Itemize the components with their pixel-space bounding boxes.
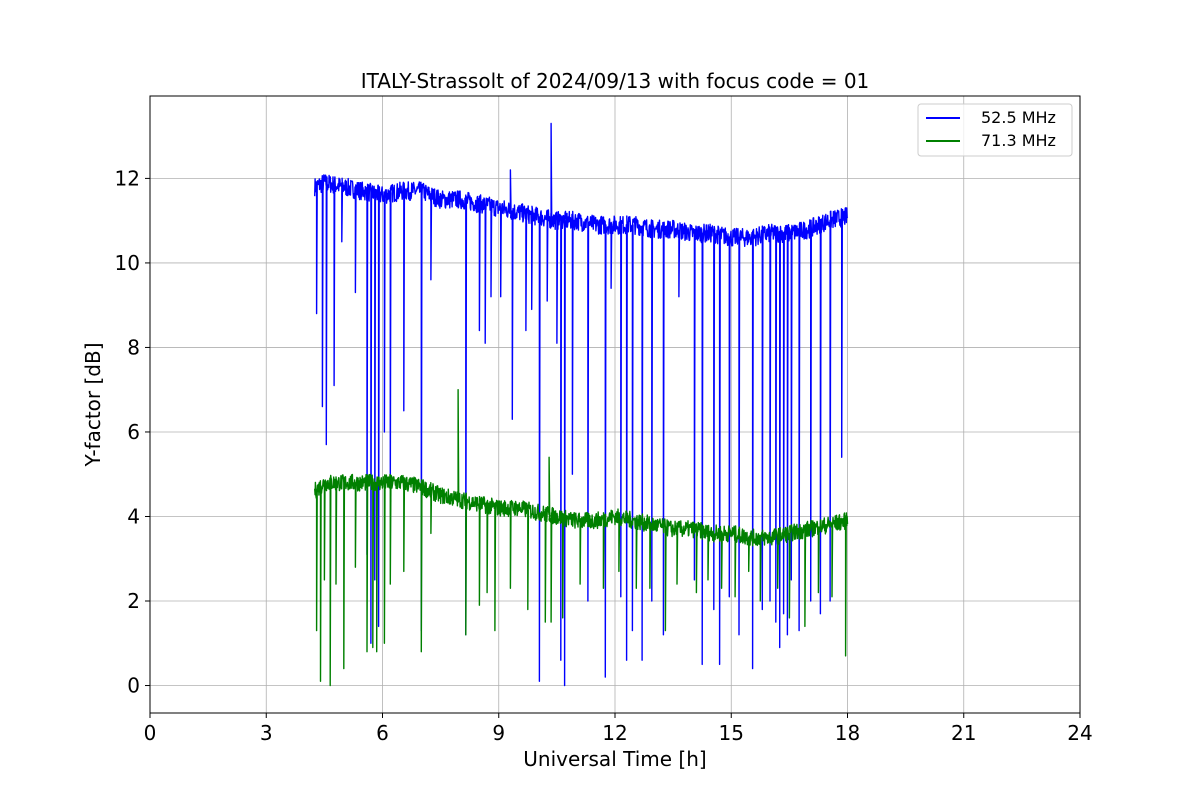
x-tick-label: 24 [1067, 721, 1092, 745]
x-axis-label: Universal Time [h] [523, 747, 706, 771]
x-tick-label: 15 [719, 721, 744, 745]
y-tick-label: 12 [115, 166, 140, 190]
y-tick-label: 4 [127, 504, 140, 528]
legend-label-71-3: 71.3 MHz [981, 131, 1056, 150]
legend-label-52-5: 52.5 MHz [981, 108, 1056, 127]
y-tick-label: 8 [127, 335, 140, 359]
x-tick-label: 0 [144, 721, 157, 745]
x-tick-label: 18 [835, 721, 860, 745]
legend: 52.5 MHz 71.3 MHz [917, 103, 1073, 157]
y-tick-label: 10 [115, 251, 140, 275]
x-tick-label: 3 [260, 721, 273, 745]
series-layer [314, 122, 849, 687]
y-tick-label: 0 [127, 674, 140, 698]
x-tick-label: 21 [951, 721, 976, 745]
y-axis-label: Y-factor [dB] [81, 342, 105, 467]
chart-title: ITALY-Strassolt of 2024/09/13 with focus… [361, 69, 870, 93]
x-tick-label: 6 [376, 721, 389, 745]
x-tick-label: 9 [492, 721, 505, 745]
x-tick-label: 12 [602, 721, 627, 745]
series-line-52-5-mhz [314, 122, 849, 687]
y-tick-label: 2 [127, 589, 140, 613]
y-tick-label: 6 [127, 420, 140, 444]
series-line-71-3-mhz [314, 389, 849, 687]
